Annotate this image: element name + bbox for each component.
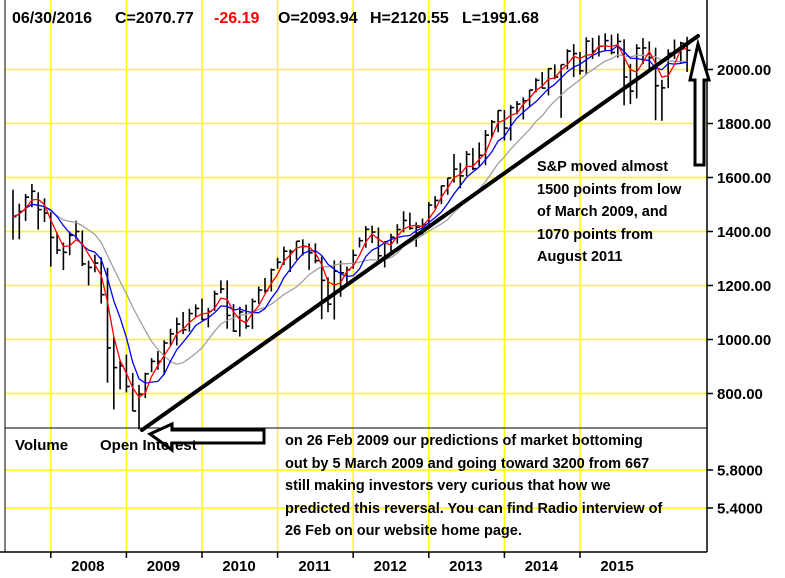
annotation-arrows — [147, 38, 712, 453]
y-tick-label-lower: 5.8000 — [717, 463, 763, 480]
y-tick-label: 1200.00 — [717, 278, 771, 295]
y-tick-label: 1400.00 — [717, 224, 771, 241]
axis-ticks: 800.00 1000.00 1200.00 1400.00 1600.00 1800.0… — [50, 62, 771, 575]
x-tick-label: 2008 — [71, 558, 104, 575]
header-high: H=2120.55 — [370, 10, 449, 27]
trendline — [140, 34, 700, 432]
ma-fast-line — [12, 44, 688, 399]
left-pointing-arrow — [147, 421, 266, 453]
y-tick-label: 1600.00 — [717, 170, 771, 187]
ma-mid-line — [12, 44, 688, 384]
x-tick-label: 2015 — [600, 558, 633, 575]
x-tick-label: 2009 — [147, 558, 180, 575]
header-open: O=2093.94 — [278, 10, 358, 27]
trend-line — [140, 34, 700, 432]
up-pointing-arrow — [688, 38, 712, 167]
x-tick-label: 2012 — [374, 558, 407, 575]
annotation-prediction: on 26 Feb 2009 our predictions of market… — [285, 433, 663, 539]
moving-averages — [12, 44, 688, 399]
ma-slow-line — [12, 54, 688, 365]
header-low: L=1991.68 — [462, 10, 539, 27]
x-tick-label: 2013 — [449, 558, 482, 575]
y-tick-label: 1800.00 — [717, 116, 771, 133]
header-close: C=2070.77 — [115, 10, 194, 27]
annotation-sp-move: S&P moved almost 1500 points from low of… — [537, 159, 682, 265]
x-tick-label: 2011 — [298, 558, 331, 575]
header-date: 06/30/2016 — [12, 10, 93, 27]
volume-label: Volume — [15, 437, 69, 454]
y-tick-label: 1000.00 — [717, 332, 771, 349]
y-tick-label: 2000.00 — [717, 62, 771, 79]
x-tick-label: 2010 — [222, 558, 255, 575]
open-interest-label: Open Interest — [100, 437, 197, 454]
header-change: -26.19 — [214, 10, 260, 27]
y-tick-label: 800.00 — [717, 386, 763, 403]
x-tick-label: 2014 — [525, 558, 559, 575]
y-tick-label-lower: 5.4000 — [717, 501, 763, 518]
